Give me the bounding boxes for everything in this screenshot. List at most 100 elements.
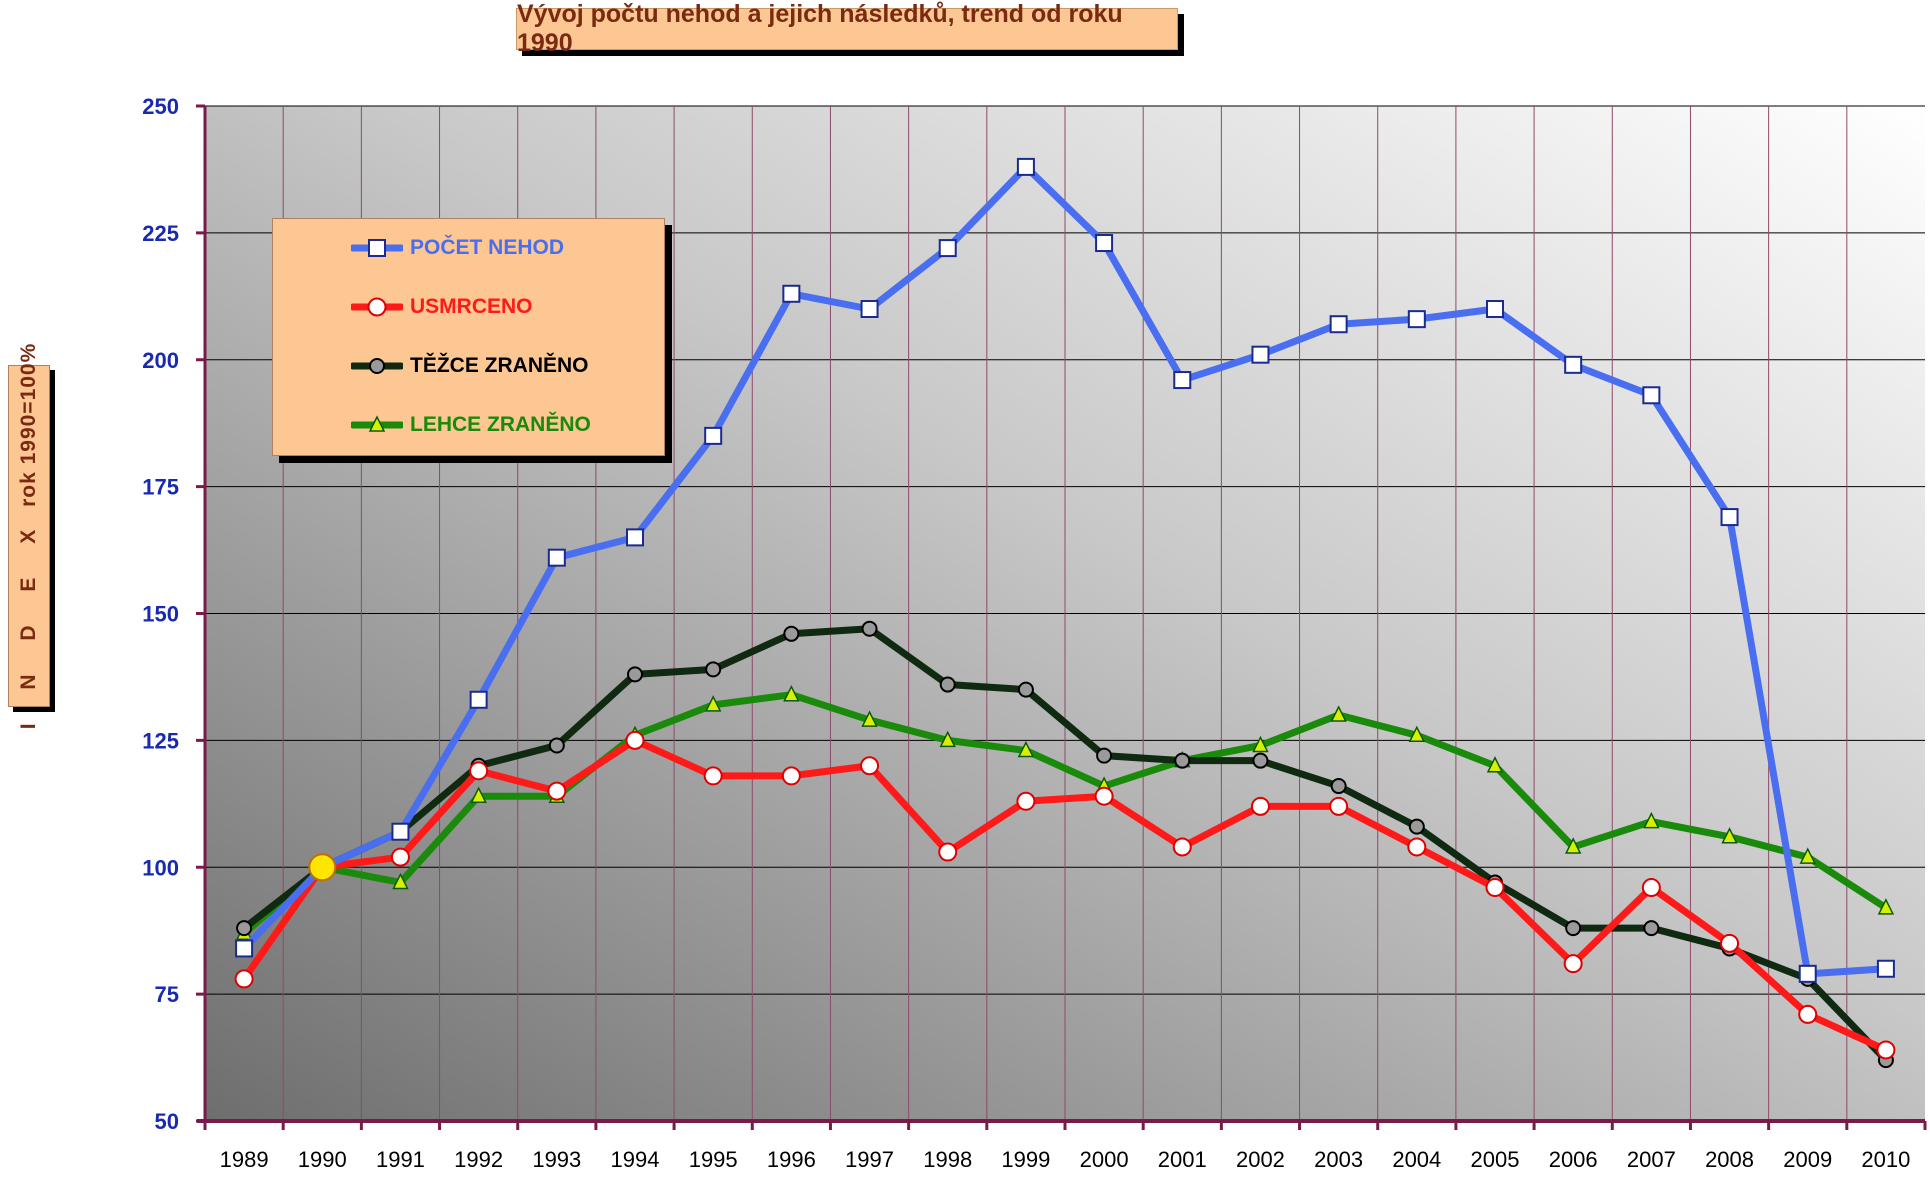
data-point: [236, 920, 253, 937]
y-axis-label: I N D E X rok 1990=100%: [17, 343, 41, 730]
data-point: [1330, 705, 1347, 722]
data-point: [939, 730, 956, 748]
data-point: [939, 676, 956, 693]
data-point: [1565, 920, 1582, 937]
x-tick-label: 1992: [454, 1147, 503, 1172]
y-axis-label-box: I N D E X rok 1990=100%: [8, 343, 50, 729]
data-point: [1876, 1040, 1896, 1060]
data-point: [1173, 371, 1192, 390]
data-point: [391, 822, 410, 841]
data-point: [1408, 818, 1425, 835]
data-point: [704, 695, 722, 712]
data-point: [861, 620, 878, 637]
data-point: [781, 766, 801, 786]
x-tick-label: 2000: [1080, 1147, 1129, 1172]
x-tick-label: 1994: [611, 1147, 660, 1172]
data-point: [1564, 355, 1583, 374]
x-tick-label: 1990: [298, 1147, 347, 1172]
data-point: [782, 284, 801, 303]
series-3: [235, 685, 1895, 940]
data-point: [469, 761, 489, 781]
x-tick-label: 2008: [1705, 1147, 1754, 1172]
legend: POČET NEHOD USMRCENO TĚŽCE ZRANĚNO LEHCE ZR…: [272, 218, 665, 456]
legend-label: POČET NEHOD: [410, 236, 565, 259]
axes: [196, 104, 1927, 1130]
y-tick-label: 200: [142, 348, 179, 373]
data-point: [1095, 234, 1114, 253]
data-point: [1407, 310, 1426, 329]
data-point: [235, 939, 254, 958]
y-tick-label: 125: [142, 728, 179, 753]
data-point: [1720, 933, 1740, 953]
data-point: [1330, 778, 1347, 795]
data-point: [1407, 837, 1427, 857]
data-point: [1016, 791, 1036, 811]
data-point: [1408, 725, 1426, 743]
data-point: [1250, 796, 1270, 816]
data-point: [1643, 811, 1660, 829]
x-tick-label: 2001: [1158, 1147, 1207, 1172]
data-point: [938, 239, 957, 258]
y-tick-label: 175: [142, 475, 179, 500]
y-tick-label: 75: [155, 982, 179, 1007]
x-tick-label: 2007: [1627, 1147, 1676, 1172]
data-point: [1799, 847, 1816, 864]
x-tick-label: 2004: [1392, 1147, 1441, 1172]
legend-swatch-marker: [368, 239, 386, 257]
y-axis-label-sub: rok 1990=100%: [17, 342, 40, 507]
data-point: [783, 625, 800, 642]
x-tick-labels: 1989 1990 1991 1992 1993 1994 1995 1996 1997 1998…: [220, 1147, 1911, 1172]
y-axis-label-main: I N D E X: [17, 515, 40, 730]
data-point: [1016, 157, 1035, 176]
legend-swatch: [351, 415, 403, 432]
legend-label: TĚŽCE ZRANĚNO: [410, 354, 589, 377]
chart-title-text: Vývoj počtu nehod a jejich následků, tre…: [517, 0, 1123, 57]
x-tick-label: 2006: [1549, 1147, 1598, 1172]
data-point: [860, 756, 880, 776]
x-tick-label: 1995: [689, 1147, 738, 1172]
data-point: [390, 847, 410, 867]
data-point: [705, 661, 722, 678]
data-point: [1094, 786, 1114, 806]
data-point: [1721, 827, 1738, 844]
y-tick-label: 50: [155, 1109, 179, 1134]
data-point: [783, 685, 800, 702]
data-point: [1329, 315, 1348, 334]
series-line: [240, 691, 1890, 937]
legend-label: USMRCENO: [410, 295, 533, 318]
series-line: [240, 736, 1890, 1054]
legend-swatch: [351, 239, 403, 257]
x-tick-label: 1991: [376, 1147, 425, 1172]
legend-label: LEHCE ZRANĚNO: [410, 413, 591, 436]
x-tick-label: 2009: [1783, 1147, 1832, 1172]
x-tick-label: 1998: [923, 1147, 972, 1172]
data-point: [1252, 735, 1269, 753]
x-tick-label: 2003: [1314, 1147, 1363, 1172]
data-point: [548, 737, 565, 754]
series-layer: [234, 157, 1896, 1069]
data-point: [234, 969, 254, 989]
highlight-point: [308, 853, 337, 882]
data-point: [625, 730, 645, 750]
data-point: [392, 872, 409, 890]
y-tick-label: 225: [142, 221, 179, 246]
data-point: [1876, 959, 1895, 978]
data-point: [861, 710, 878, 727]
data-point: [1720, 508, 1739, 527]
data-point: [1877, 898, 1895, 915]
data-point: [1017, 681, 1034, 698]
data-point: [1563, 954, 1583, 974]
data-point: [1329, 796, 1349, 816]
data-point: [1174, 752, 1191, 769]
data-point: [470, 786, 487, 803]
data-point: [1485, 878, 1505, 898]
data-point: [626, 528, 644, 547]
data-point: [627, 666, 643, 683]
x-tick-label: 1996: [767, 1147, 816, 1172]
data-point: [1486, 756, 1504, 773]
x-tick-label: 2010: [1861, 1147, 1910, 1172]
data-point: [547, 548, 566, 567]
y-tick-label: 100: [142, 855, 179, 880]
data-point: [1642, 386, 1661, 405]
